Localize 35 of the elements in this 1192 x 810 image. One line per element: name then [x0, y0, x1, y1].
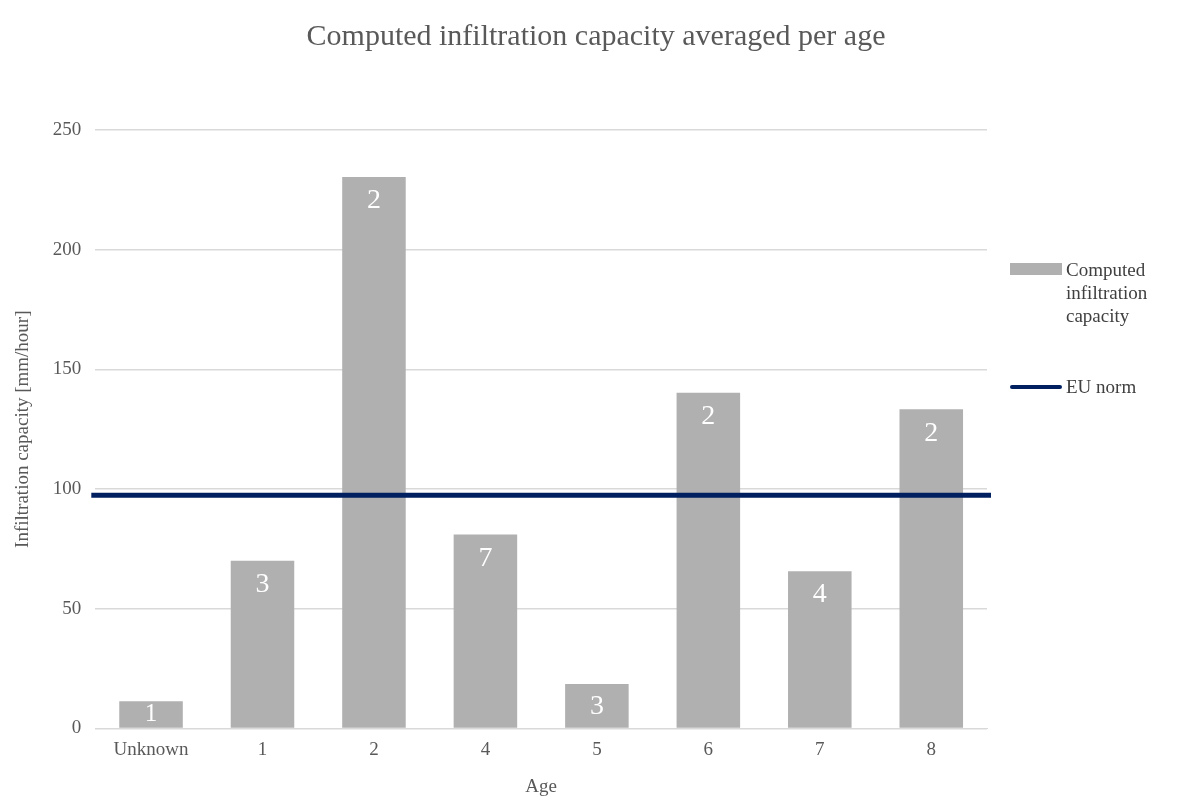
x-tick-label: 2: [369, 737, 379, 759]
bar: [453, 534, 518, 728]
annotation: 4: [812, 577, 827, 609]
bar: [119, 701, 183, 728]
annotation: 7: [478, 540, 493, 572]
bar: [230, 560, 295, 728]
x-tick-label: 4: [480, 737, 491, 759]
annotation: 2: [924, 415, 939, 447]
y-tick-label: 100: [52, 477, 82, 499]
annotation: 3: [255, 567, 270, 599]
y-tick-label: 250: [52, 117, 82, 139]
x-axis-title: Age: [525, 774, 557, 796]
x-tick-label: 8: [926, 737, 937, 759]
legend-label: Computed infiltration capacity: [1066, 258, 1149, 327]
y-tick-label: 200: [52, 237, 82, 259]
y-axis-title: Infiltration capacity [mm/hour]: [11, 310, 33, 548]
annotation: 1: [144, 699, 158, 727]
y-tick-label: 0: [71, 716, 82, 738]
x-tick-label: Unknown: [113, 737, 189, 759]
x-tick-label: 7: [815, 737, 825, 759]
chart-title: Computed infiltration capacity averaged per age: [305, 18, 887, 52]
annotation: 2: [366, 183, 381, 215]
bar: [788, 571, 852, 728]
x-tick-label: 6: [703, 737, 714, 759]
annotation: 3: [589, 688, 604, 720]
annotation: 2: [701, 399, 716, 431]
bar: [676, 392, 741, 728]
x-tick-label: 5: [592, 737, 602, 759]
x-tick-label: 1: [257, 737, 268, 759]
y-tick-label: 150: [52, 357, 82, 379]
bar: [899, 409, 964, 728]
legend-label: EU norm: [1066, 375, 1138, 398]
y-tick-label: 50: [62, 596, 82, 618]
bar: [342, 176, 406, 728]
bar: [565, 684, 629, 728]
